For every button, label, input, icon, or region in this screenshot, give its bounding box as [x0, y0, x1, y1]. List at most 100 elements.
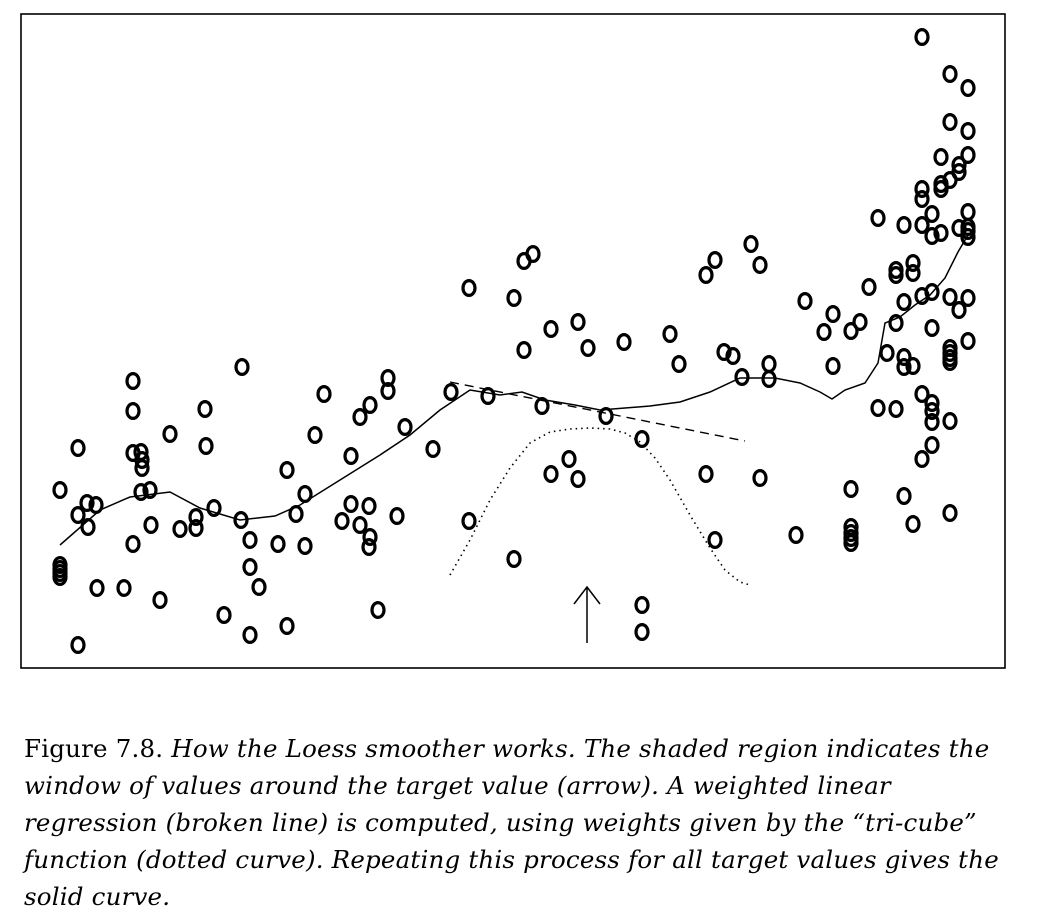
data-point [816, 323, 832, 342]
data-point [843, 322, 859, 341]
data-point [580, 339, 596, 358]
data-point [914, 180, 930, 199]
data-point [334, 511, 350, 530]
data-point [206, 499, 222, 518]
data-point [942, 353, 958, 372]
data-point [570, 313, 586, 332]
data-point [924, 205, 940, 224]
data-point [88, 496, 104, 515]
data-point [188, 508, 204, 527]
data-point [361, 537, 377, 556]
data-point [89, 578, 105, 597]
data-point [80, 517, 96, 536]
data-point [896, 487, 912, 506]
data-point [896, 348, 912, 367]
data-point [361, 497, 377, 516]
data-point [716, 343, 732, 362]
data-point [942, 288, 958, 307]
data-point [905, 357, 921, 376]
data-points [52, 28, 976, 654]
data-point [380, 382, 396, 401]
data-point [352, 515, 368, 534]
data-point [870, 399, 886, 418]
data-point [825, 305, 841, 324]
data-point [242, 530, 258, 549]
data-point [172, 519, 188, 538]
data-point [242, 625, 258, 644]
data-point [389, 507, 405, 526]
data-point [896, 293, 912, 312]
data-point [933, 148, 949, 167]
data-point [924, 227, 940, 246]
data-point [960, 121, 976, 140]
figure-caption-text: How the Loess smoother works. The shaded… [24, 734, 999, 911]
data-point [133, 483, 149, 502]
tricube-dotted-curve [449, 427, 751, 586]
data-point [152, 590, 168, 609]
data-point [843, 533, 859, 552]
data-point [70, 439, 86, 458]
data-point [960, 332, 976, 351]
data-point [951, 156, 967, 175]
data-point [343, 447, 359, 466]
data-point [461, 511, 477, 530]
weighted-regression-broken-line [449, 381, 746, 442]
data-point [70, 506, 86, 525]
data-point [960, 228, 976, 247]
data-point [125, 372, 141, 391]
data-point [924, 394, 940, 413]
data-point [425, 440, 441, 459]
data-point [79, 494, 95, 513]
data-point [960, 289, 976, 308]
data-point [671, 355, 687, 374]
target-value-arrow [573, 585, 601, 643]
data-point [234, 358, 250, 377]
data-point [942, 504, 958, 523]
data-point [125, 534, 141, 553]
data-point [852, 313, 868, 332]
data-point [752, 469, 768, 488]
data-point [634, 430, 650, 449]
data-point [914, 216, 930, 235]
data-point [125, 402, 141, 421]
data-point [506, 289, 522, 308]
data-point [134, 459, 150, 478]
data-point [951, 219, 967, 238]
data-point [707, 251, 723, 270]
data-point [951, 301, 967, 320]
data-point [242, 557, 258, 576]
plot-frame [20, 13, 1006, 669]
data-point [279, 461, 295, 480]
figure-label: Figure 7.8. [24, 734, 164, 763]
data-point [142, 481, 158, 500]
data-point [543, 320, 559, 339]
data-point [960, 146, 976, 165]
data-point [270, 534, 286, 553]
data-point [924, 402, 940, 421]
data-point [734, 368, 750, 387]
loess-figure [20, 13, 1006, 669]
data-point [134, 451, 150, 470]
data-point [870, 209, 886, 228]
data-point [698, 266, 714, 285]
data-point [380, 369, 396, 388]
data-point [143, 515, 159, 534]
data-point [924, 283, 940, 302]
data-point [233, 510, 249, 529]
data-point [942, 64, 958, 83]
data-point [951, 163, 967, 182]
data-point [461, 279, 477, 298]
data-point [52, 481, 68, 500]
data-point [942, 412, 958, 431]
data-point [960, 203, 976, 222]
data-point [662, 325, 678, 344]
data-point [162, 425, 178, 444]
data-point [352, 408, 368, 427]
data-point [905, 514, 921, 533]
data-point [362, 527, 378, 546]
data-point [743, 235, 759, 254]
data-point [598, 407, 614, 426]
data-point [616, 333, 632, 352]
data-point [924, 319, 940, 338]
data-point [70, 635, 86, 654]
